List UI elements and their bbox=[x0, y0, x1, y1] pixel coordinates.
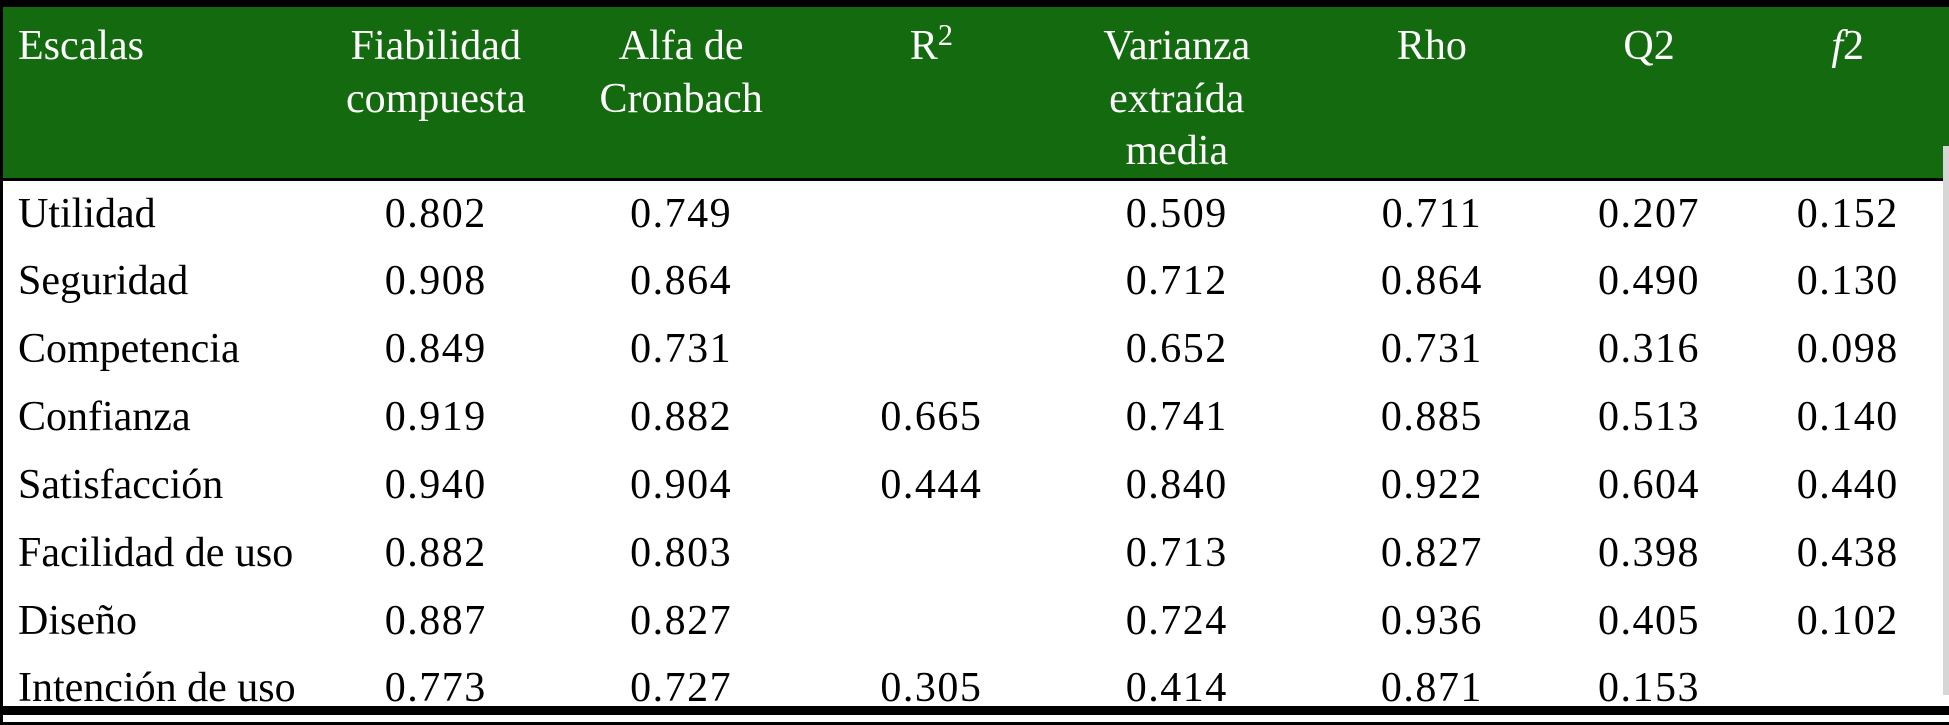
value-cell: 0.207 bbox=[1552, 179, 1747, 247]
value-cell: 0.724 bbox=[1041, 587, 1312, 655]
value-cell: 0.509 bbox=[1041, 179, 1312, 247]
r-squared-base: R bbox=[910, 23, 938, 69]
value-cell: 0.440 bbox=[1746, 451, 1949, 519]
value-cell: 0.102 bbox=[1746, 587, 1949, 655]
value-cell: 0.849 bbox=[331, 315, 541, 383]
value-cell: 0.803 bbox=[541, 519, 821, 587]
row-label: Satisfacción bbox=[2, 451, 331, 519]
value-cell bbox=[821, 179, 1041, 247]
value-cell: 0.827 bbox=[541, 587, 821, 655]
value-cell: 0.490 bbox=[1552, 247, 1747, 315]
value-cell: 0.713 bbox=[1041, 519, 1312, 587]
value-cell: 0.604 bbox=[1552, 451, 1747, 519]
table-outer-border-bottom bbox=[0, 706, 1949, 715]
value-cell: 0.741 bbox=[1041, 383, 1312, 451]
value-cell: 0.904 bbox=[541, 451, 821, 519]
value-cell: 0.882 bbox=[541, 383, 821, 451]
value-cell: 0.940 bbox=[331, 451, 541, 519]
value-cell: 0.652 bbox=[1041, 315, 1312, 383]
row-label: Confianza bbox=[2, 383, 331, 451]
value-cell: 0.316 bbox=[1552, 315, 1747, 383]
value-cell: 0.936 bbox=[1312, 587, 1552, 655]
f2-base: f bbox=[1831, 23, 1843, 69]
column-header-alfa-de-cronbach: Alfa de Cronbach bbox=[541, 7, 821, 179]
header-line: Varianza extraída bbox=[1045, 20, 1308, 125]
row-label: Competencia bbox=[2, 315, 331, 383]
value-cell: 0.749 bbox=[541, 179, 821, 247]
value-cell: 0.882 bbox=[331, 519, 541, 587]
value-cell: 0.864 bbox=[1312, 247, 1552, 315]
value-cell: 0.513 bbox=[1552, 383, 1747, 451]
value-cell: 0.712 bbox=[1041, 247, 1312, 315]
value-cell: 0.864 bbox=[541, 247, 821, 315]
row-label: Diseño bbox=[2, 587, 331, 655]
value-cell: 0.140 bbox=[1746, 383, 1949, 451]
value-cell: 0.444 bbox=[821, 451, 1041, 519]
value-cell: 0.098 bbox=[1746, 315, 1949, 383]
value-cell: 0.130 bbox=[1746, 247, 1949, 315]
value-cell bbox=[821, 519, 1041, 587]
value-cell: 0.405 bbox=[1552, 587, 1747, 655]
value-cell: 0.908 bbox=[331, 247, 541, 315]
f2-number: 2 bbox=[1843, 23, 1864, 69]
header-line: Fiabilidad bbox=[335, 20, 537, 73]
column-header-rho: Rho bbox=[1312, 7, 1552, 179]
value-cell: 0.438 bbox=[1746, 519, 1949, 587]
scan-edge-artifact bbox=[1943, 146, 1949, 695]
value-cell: 0.919 bbox=[331, 383, 541, 451]
value-cell: 0.152 bbox=[1746, 179, 1949, 247]
value-cell: 0.711 bbox=[1312, 179, 1552, 247]
value-cell: 0.802 bbox=[331, 179, 541, 247]
value-cell: 0.665 bbox=[821, 383, 1041, 451]
value-cell: 0.885 bbox=[1312, 383, 1552, 451]
row-label: Facilidad de uso bbox=[2, 519, 331, 587]
header-line: compuesta bbox=[335, 73, 537, 126]
value-cell: 0.827 bbox=[1312, 519, 1552, 587]
value-cell: 0.922 bbox=[1312, 451, 1552, 519]
row-label: Utilidad bbox=[2, 179, 331, 247]
value-cell: 0.840 bbox=[1041, 451, 1312, 519]
value-cell: 0.398 bbox=[1552, 519, 1747, 587]
row-label: Seguridad bbox=[2, 247, 331, 315]
value-cell: 0.731 bbox=[541, 315, 821, 383]
column-header-q2: Q2 bbox=[1552, 7, 1747, 179]
value-cell bbox=[821, 315, 1041, 383]
value-cell bbox=[821, 587, 1041, 655]
column-header-r-squared: R2 bbox=[821, 7, 1041, 179]
column-header-f2: f2 bbox=[1746, 7, 1949, 179]
header-row: Escalas Fiabilidad compuesta Alfa de Cro… bbox=[2, 7, 1949, 179]
column-header-varianza-extraida-media: Varianza extraída media bbox=[1041, 7, 1312, 179]
reliability-table: Escalas Fiabilidad compuesta Alfa de Cro… bbox=[0, 7, 1949, 725]
column-header-fiabilidad-compuesta: Fiabilidad compuesta bbox=[331, 7, 541, 179]
column-header-escalas: Escalas bbox=[2, 7, 331, 179]
header-line: media bbox=[1045, 125, 1308, 178]
value-cell: 0.887 bbox=[331, 587, 541, 655]
r-squared-exponent: 2 bbox=[938, 18, 953, 52]
table-outer-border-top bbox=[0, 0, 1949, 7]
value-cell: 0.731 bbox=[1312, 315, 1552, 383]
value-cell bbox=[821, 247, 1041, 315]
